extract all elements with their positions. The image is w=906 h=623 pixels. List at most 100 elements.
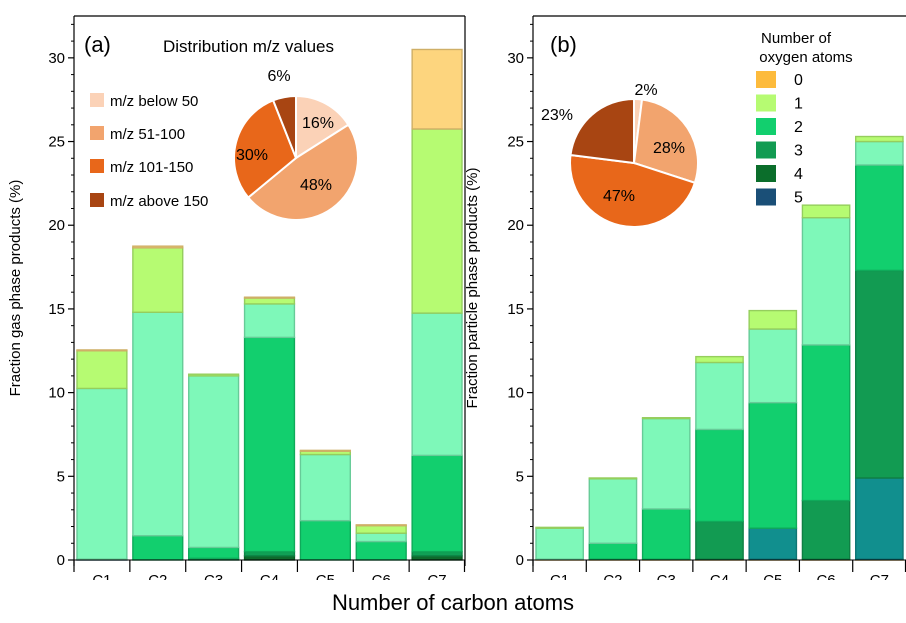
y-tick-label: 0 [57, 552, 65, 569]
legend-swatch-5 [756, 188, 776, 206]
bar-C4-2 [695, 428, 744, 523]
bar-C4-1 [695, 355, 744, 364]
pie-legend-swatch-2 [90, 159, 104, 173]
bar-C2-1b [588, 478, 638, 544]
x-tick-label-C2: C2 [148, 572, 167, 580]
x-tick-label-C5: C5 [316, 572, 335, 580]
legend-label-3: 3 [794, 143, 803, 160]
y-tick-label: 0 [516, 552, 524, 569]
pie-slice-a-3 [271, 94, 297, 159]
bar-C5-o2 [299, 519, 351, 561]
bar-C2-o1 [132, 247, 184, 313]
panel-label: (b) [550, 32, 577, 57]
pie-slice-a-2 [233, 99, 298, 199]
panel-a: 0 5 10 15 20 25 30 Fraction gas phase products … [7, 15, 466, 580]
legend-label-5: 5 [794, 190, 803, 207]
y-tick-label: 20 [507, 217, 524, 234]
pie-slice-a-1 [246, 123, 359, 221]
x-tick-label-C3: C3 [204, 572, 223, 580]
bar-C1-o0 [76, 349, 128, 352]
pie-label-a-1: 48% [300, 177, 332, 194]
bar-C1-1 [535, 526, 584, 529]
pie-label-b-1: 28% [653, 140, 685, 157]
bar-C6-2 [801, 344, 851, 502]
legend-label-4: 4 [794, 166, 803, 183]
x-tick-label-C6: C6 [372, 572, 391, 580]
bar-C3-o1 [188, 373, 240, 377]
pie-slice-b-2 [569, 153, 697, 228]
y-tick-label: 10 [507, 385, 524, 402]
x-tick-label-C3: C3 [657, 572, 676, 580]
x-tick-label-C1: C1 [92, 572, 111, 580]
bar-C1-o1 [76, 350, 128, 390]
pie-slice-b-3 [569, 97, 635, 165]
bar-C2-o2 [132, 535, 184, 561]
bar-C5-o0 [299, 449, 351, 452]
bar-C6-o1 [355, 524, 407, 534]
x-tick-label-C4: C4 [260, 572, 279, 580]
bar-C7-5 [855, 477, 904, 560]
bar-C5-1b [748, 328, 798, 404]
legend-label-1: 1 [794, 96, 803, 113]
bar-C3-1b [641, 417, 691, 510]
bar-C5-2 [748, 401, 798, 529]
bar-C3-o1b [188, 375, 240, 549]
bar-C2-1 [588, 477, 638, 480]
bar-C6-o2 [355, 540, 407, 561]
bar-C6-o0 [355, 524, 407, 527]
bar-C7-3 [855, 269, 904, 479]
pie-legend-label-3: m/z above 150 [110, 193, 208, 210]
legend-label-2: 2 [794, 119, 803, 136]
bar-C4-o1 [243, 297, 296, 305]
bar-C2-2 [588, 542, 638, 560]
pie-legend-swatch-3 [90, 193, 104, 207]
x-tick-label-C7: C7 [427, 572, 446, 580]
y-axis-label: Fraction particle phase products (%) [464, 168, 481, 409]
x-tick-label-C4: C4 [710, 572, 729, 580]
x-tick-label-C6: C6 [816, 572, 835, 580]
x-tick-label-C2: C2 [603, 572, 622, 580]
bar-C4-3 [695, 520, 744, 560]
bar-C7-o1 [411, 128, 463, 314]
bar-C3-2 [641, 508, 691, 560]
y-tick-label: 5 [516, 468, 524, 485]
legend-swatch-4 [756, 165, 776, 182]
legend-swatch-2 [756, 118, 776, 135]
bar-C4-1b [695, 361, 744, 431]
pie-label-a-0: 16% [302, 115, 334, 132]
bar-C6-3 [801, 499, 851, 560]
legend-swatch-0 [756, 71, 776, 88]
x-tick-label-C1: C1 [550, 572, 569, 580]
bar-C7-o1b [411, 312, 463, 457]
bar-C6-1 [801, 204, 851, 219]
bar-C7-1 [855, 135, 904, 143]
bar-C4-o2 [243, 336, 296, 553]
bar-C7-o2 [411, 454, 463, 553]
bar-C5-5 [748, 527, 798, 560]
pie-legend-label-2: m/z 101-150 [110, 159, 193, 176]
bar-C7-1b [855, 140, 904, 166]
y-axis-label: Fraction gas phase products (%) [7, 180, 24, 397]
panel-label: (a) [84, 32, 111, 57]
bar-C3-1 [641, 417, 691, 420]
legend-swatch-3 [756, 141, 776, 159]
y-tick-label: 25 [507, 134, 524, 151]
pie-label-a-2: 30% [236, 147, 268, 164]
pie-label-b-0: 2% [634, 82, 657, 99]
y-tick-label: 30 [507, 50, 524, 67]
bar-C1-o1b [76, 387, 128, 560]
pie-legend-swatch-1 [90, 126, 104, 140]
x-tick-label-C7: C7 [870, 572, 889, 580]
bar-C6-1b [801, 216, 851, 346]
pie-legend-label-0: m/z below 50 [110, 93, 198, 110]
bar-C6-o1b [355, 532, 407, 543]
pie-slice-a-0 [295, 94, 350, 160]
legend-title-line1: Number of [761, 30, 832, 47]
bar-C7-o0 [411, 48, 463, 130]
y-tick-label: 30 [48, 50, 65, 67]
pie-label-a-3: 6% [267, 68, 290, 85]
bar-C2-o1b [132, 311, 184, 537]
pie-label-b-3: 23% [541, 107, 573, 124]
